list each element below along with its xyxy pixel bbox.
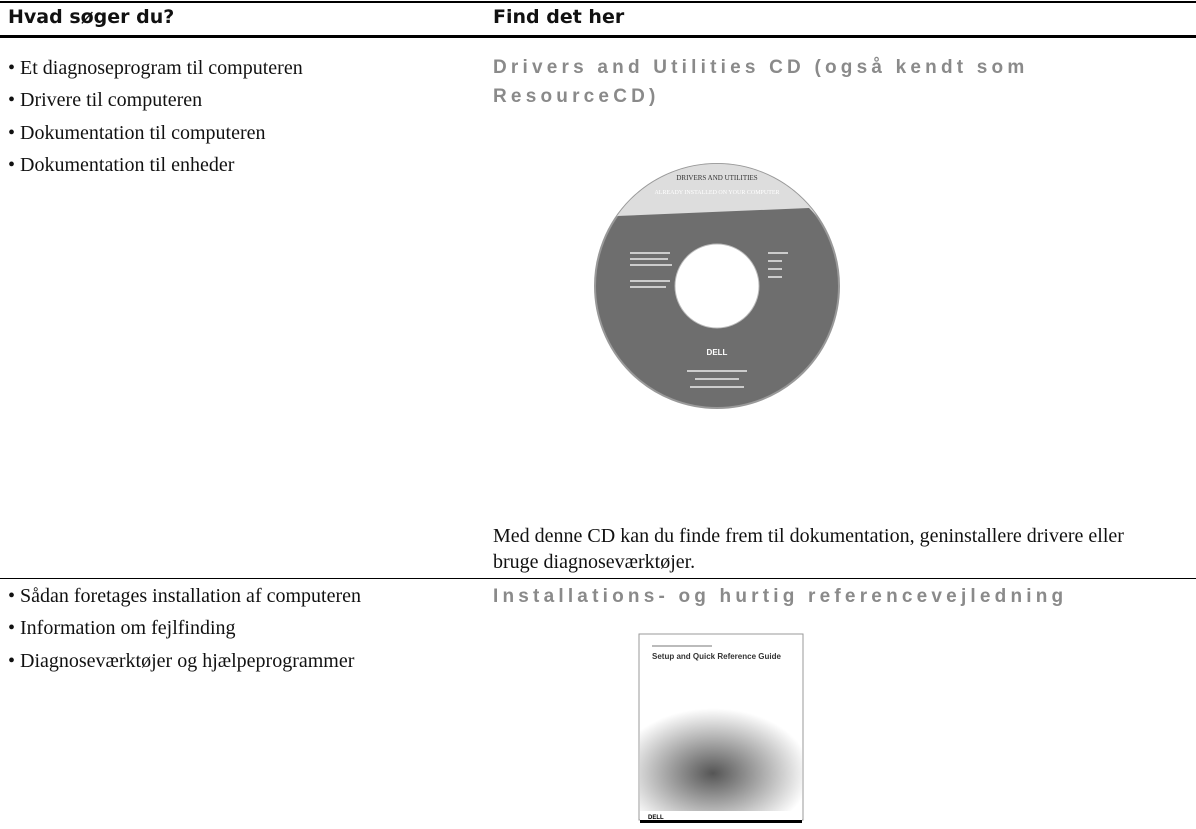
header-rule — [0, 35, 1196, 38]
list-item: Drivere til computeren — [8, 84, 303, 116]
booklet-footer — [640, 811, 802, 820]
cd-lines — [630, 252, 788, 388]
list-item: Sådan foretages installation af computer… — [8, 580, 361, 612]
row2-title: Installations- og hurtig referencevejled… — [493, 586, 1068, 607]
row2-list: Sådan foretages installation af computer… — [8, 580, 361, 677]
row-rule — [0, 578, 1196, 579]
row1-description: Med denne CD kan du finde frem til dokum… — [493, 525, 1124, 573]
header-col1: Hvad søger du? — [8, 6, 175, 28]
list-item: Information om fejlfinding — [8, 612, 361, 644]
cd-band — [617, 163, 817, 216]
booklet-photo — [640, 703, 802, 811]
cd-text: DRIVERS AND UTILITIES — [676, 174, 757, 182]
booklet-bottom — [640, 820, 802, 823]
booklet-title: Setup and Quick Reference Guide — [652, 652, 781, 661]
row1-title: Drivers and Utilities CD (også kendt som… — [493, 57, 1029, 107]
top-rule — [0, 1, 1196, 3]
list-item: Et diagnoseprogram til computeren — [8, 52, 303, 84]
cd-logo: DELL — [707, 348, 728, 357]
list-item: Dokumentation til computeren — [8, 117, 303, 149]
cd-hole — [674, 243, 760, 329]
list-item: Diagnoseværktøjer og hjælpeprogrammer — [8, 645, 361, 677]
header-col2: Find det her — [493, 6, 625, 28]
booklet-logo: DELL — [648, 815, 664, 821]
row1-list: Et diagnoseprogram til computeren Driver… — [8, 52, 303, 181]
booklet-image: Setup and Quick Reference Guide DELL — [638, 633, 804, 823]
cd-image: DRIVERS AND UTILITIES ALREADY INSTALLED … — [594, 163, 840, 409]
booklet-line — [652, 645, 712, 647]
list-item: Dokumentation til enheder — [8, 149, 303, 181]
cd-text: ALREADY INSTALLED ON YOUR COMPUTER — [654, 190, 779, 196]
